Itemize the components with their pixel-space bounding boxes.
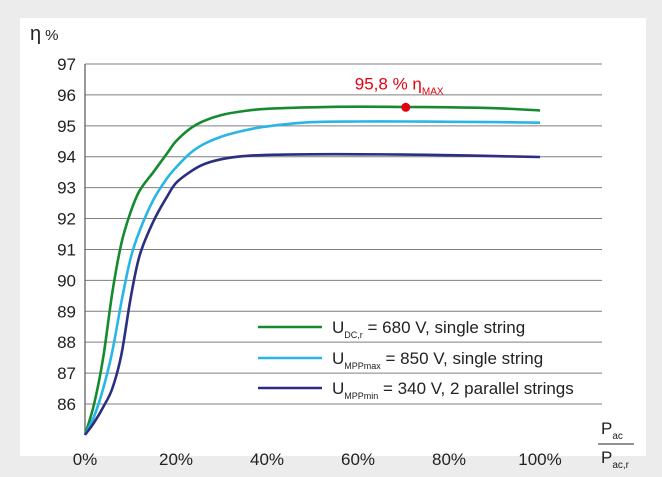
x-axis-label-denominator: Pac,r (601, 448, 630, 471)
axis-layer: 86 87 88 89 90 91 92 93 94 95 96 97 0% 20% 40% 60% 80% 10… (30, 23, 634, 471)
x-tick-label: 80% (432, 450, 466, 469)
x-axis-label-denominator-sub: ac,r (612, 460, 629, 471)
series-umppmax-850v-line (83, 120, 541, 436)
legend-label-rest: = 850 V, single string (381, 349, 543, 368)
y-axis-label: η% (30, 23, 58, 45)
y-tick-label: 96 (57, 86, 76, 105)
legend-label-sub: DC,r (344, 330, 363, 340)
y-axis-label-unit: % (45, 27, 58, 44)
y-tick-label: 94 (57, 148, 76, 167)
series-udc-680v-legend-label: UDC,r = 680 V, single string (332, 318, 525, 340)
x-axis-label-numerator-sub: ac (612, 431, 623, 442)
legend-label-rest: = 680 V, single string (363, 318, 525, 337)
y-tick-label: 90 (57, 271, 76, 290)
y-tick-label: 93 (57, 179, 76, 198)
x-axis-label-numerator: Pac (601, 419, 623, 442)
y-tick-label: 95 (57, 117, 76, 136)
series-umppmax-850v-legend-label: UMPPmax = 850 V, single string (332, 349, 543, 371)
max-efficiency-label-sub: MAX (422, 86, 444, 97)
x-tick-label: 100% (518, 450, 561, 469)
x-axis-label-numerator-main: P (601, 419, 612, 438)
legend-label-rest: = 340 V, 2 parallel strings (378, 379, 573, 398)
series-umppmin-340v-legend-label: UMPPmin = 340 V, 2 parallel strings (332, 379, 574, 401)
y-tick-label: 91 (57, 240, 76, 259)
y-tick-label: 92 (57, 210, 76, 229)
legend-label-sub: MPPmin (344, 391, 378, 401)
y-tick-label: 86 (57, 395, 76, 414)
y-tick-label: 88 (57, 333, 76, 352)
y-tick-label: 87 (57, 364, 76, 383)
x-axis-label-denominator-main: P (601, 448, 612, 467)
series-udc-680v-line (83, 105, 541, 436)
series-layer (83, 105, 541, 436)
grid-layer (85, 63, 602, 405)
y-tick-label: 89 (57, 302, 76, 321)
series-umppmin-340v-line (83, 152, 541, 436)
legend-label-main: U (332, 349, 344, 368)
x-tick-label: 40% (250, 450, 284, 469)
legend-label-main: U (332, 379, 344, 398)
annotation-layer: 95,8 % ηMAX (355, 74, 444, 112)
max-efficiency-point (401, 102, 411, 112)
x-tick-label: 60% (341, 450, 375, 469)
legend-label-main: U (332, 318, 344, 337)
x-tick-label: 0% (73, 450, 98, 469)
x-tick-label: 20% (159, 450, 193, 469)
legend-label-sub: MPPmax (344, 361, 381, 371)
y-axis-label-symbol: η (30, 23, 41, 45)
plot-area (20, 18, 646, 456)
max-efficiency-label-main: 95,8 % η (355, 74, 422, 93)
y-tick-label: 97 (57, 55, 76, 74)
max-efficiency-label: 95,8 % ηMAX (355, 74, 444, 97)
